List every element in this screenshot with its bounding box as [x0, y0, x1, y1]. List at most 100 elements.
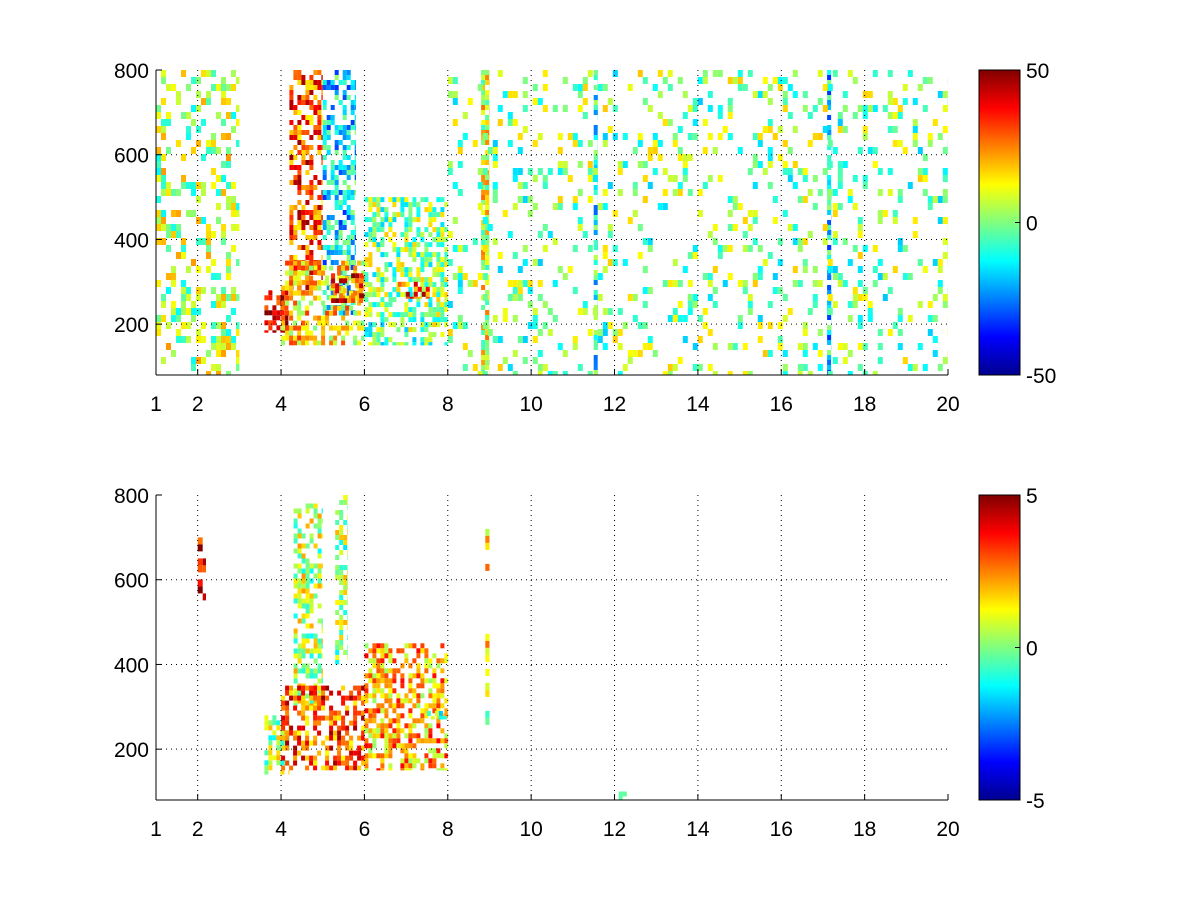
- heatmap-cell: [203, 558, 206, 565]
- heatmap-cell: [483, 371, 488, 375]
- heatmap-cell: [268, 290, 272, 295]
- heatmap-cell: [317, 721, 321, 726]
- heatmap-cell: [432, 698, 436, 703]
- heatmap-cell: [372, 302, 376, 307]
- heatmap-cell: [364, 743, 368, 748]
- heatmap-cell: [396, 252, 400, 257]
- heatmap-cell: [428, 658, 432, 663]
- heatmap-cell: [653, 84, 658, 91]
- heatmap-cell: [221, 77, 226, 84]
- heatmap-cell: [594, 155, 598, 160]
- heatmap-cell: [284, 305, 288, 310]
- heatmap-cell: [339, 620, 343, 625]
- heatmap-cell: [347, 645, 348, 650]
- heatmap-cell: [613, 245, 618, 252]
- heatmap-cell: [933, 336, 938, 343]
- heatmap-cell: [317, 286, 321, 291]
- heatmap-cell: [347, 155, 351, 160]
- heatmap-cell: [380, 282, 384, 287]
- heatmap-cell: [458, 287, 463, 294]
- heatmap-cell: [898, 315, 903, 322]
- heatmap-cell: [351, 195, 355, 200]
- heatmap-cell: [573, 336, 578, 343]
- heatmap-cell: [302, 634, 306, 639]
- x-tick-label: 10: [519, 818, 542, 841]
- heatmap-cell: [673, 140, 678, 147]
- heatmap-cell: [638, 133, 643, 140]
- heatmap-cell: [408, 673, 412, 678]
- heatmap-cell: [424, 262, 428, 267]
- heatmap-cell: [412, 703, 416, 708]
- heatmap-cell: [594, 135, 598, 140]
- heatmap-cell: [329, 266, 333, 271]
- heatmap-cell: [323, 135, 327, 140]
- heatmap-cell: [568, 133, 573, 140]
- heatmap-cell: [420, 673, 424, 678]
- heatmap-cell: [408, 247, 412, 252]
- heatmap-cell: [309, 706, 313, 711]
- heatmap-cell: [285, 701, 289, 706]
- heatmap-cell: [713, 147, 718, 154]
- heatmap-cell: [156, 168, 161, 175]
- heatmap-cell: [294, 594, 298, 599]
- heatmap-cell: [463, 245, 468, 252]
- heatmap-cell: [488, 147, 493, 154]
- heatmap-cell: [156, 280, 161, 287]
- heatmap-cell: [478, 203, 483, 210]
- heatmap-cell: [778, 287, 783, 294]
- heatmap-cell: [538, 133, 543, 140]
- heatmap-cell: [688, 294, 693, 301]
- heatmap-cell: [176, 210, 181, 217]
- heatmap-cell: [673, 364, 678, 371]
- heatmap-cell: [404, 327, 408, 332]
- heatmap-cell: [343, 298, 347, 303]
- heatmap-cell: [293, 746, 297, 751]
- heatmap-cell: [873, 147, 878, 154]
- heatmap-cell: [428, 723, 432, 728]
- heatmap-cell: [728, 210, 733, 217]
- heatmap-cell: [633, 315, 638, 322]
- heatmap-cell: [384, 698, 388, 703]
- heatmap-cell: [221, 294, 226, 301]
- heatmap-cell: [778, 259, 783, 266]
- heatmap-cell: [380, 678, 384, 683]
- heatmap-cell: [331, 165, 335, 170]
- heatmap-cell: [594, 100, 598, 105]
- heatmap-cell: [858, 343, 863, 350]
- heatmap-cell: [439, 711, 443, 716]
- heatmap-cell: [843, 126, 848, 133]
- heatmap-cell: [593, 308, 598, 315]
- heatmap-cell: [404, 272, 408, 277]
- heatmap-cell: [281, 736, 285, 741]
- heatmap-cell: [289, 120, 293, 125]
- heatmap-cell: [156, 217, 161, 224]
- heatmap-cell: [327, 180, 331, 185]
- heatmap-cell: [314, 634, 318, 639]
- heatmap-cell: [508, 140, 513, 147]
- heatmap-cell: [485, 260, 489, 265]
- heatmap-cell: [161, 119, 166, 126]
- heatmap-cell: [289, 135, 293, 140]
- heatmap-cell: [289, 286, 293, 291]
- heatmap-cell: [309, 291, 313, 296]
- heatmap-cell: [321, 115, 322, 120]
- heatmap-cell: [436, 252, 440, 257]
- heatmap-cell: [436, 262, 440, 267]
- heatmap-cell: [633, 294, 638, 301]
- heatmap-cell: [372, 743, 376, 748]
- heatmap-cell: [485, 195, 489, 200]
- heatmap-cell: [913, 126, 918, 133]
- heatmap-cell: [231, 224, 236, 231]
- heatmap-cell: [347, 175, 351, 180]
- heatmap-cell: [388, 688, 392, 693]
- heatmap-cell: [693, 98, 698, 105]
- heatmap-cell: [329, 716, 333, 721]
- heatmap-cell: [347, 505, 348, 510]
- heatmap-cell: [408, 277, 412, 282]
- heatmap-cell: [827, 115, 831, 120]
- heatmap-cell: [318, 644, 322, 649]
- heatmap-cell: [481, 265, 485, 270]
- heatmap-cell: [718, 70, 723, 77]
- heatmap-cell: [276, 295, 280, 300]
